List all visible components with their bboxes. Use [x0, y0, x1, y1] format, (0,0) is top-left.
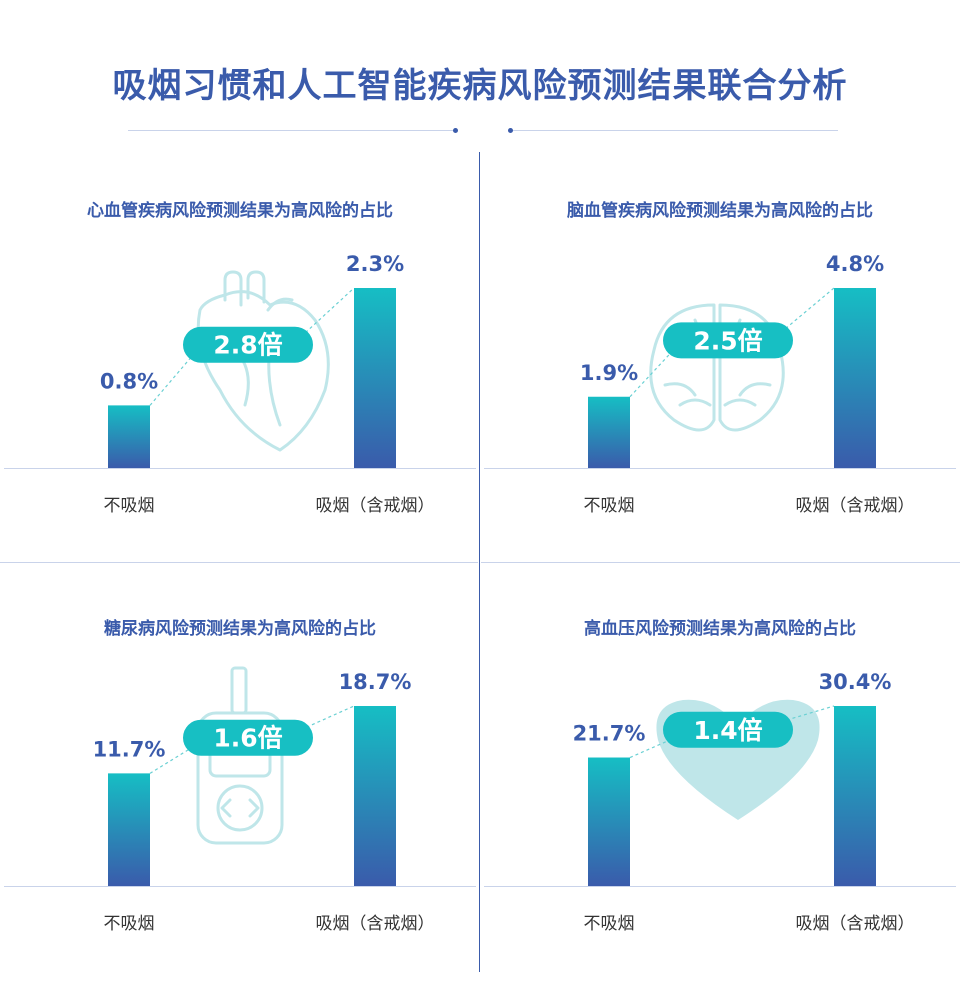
horizontal-divider-right — [481, 562, 960, 563]
category-label: 吸烟（含戒烟） — [316, 914, 435, 934]
bar — [588, 396, 630, 468]
bar — [108, 405, 150, 468]
value-label: 1.9% — [580, 361, 638, 385]
chart-panel-diabetes: 糖尿病风险预测结果为高风险的占比 11.7% 不吸烟 18.7% 吸烟（含戒烟） 1.6… — [0, 568, 480, 988]
category-label: 不吸烟 — [584, 914, 635, 934]
ratio-pill — [663, 711, 793, 748]
bar — [834, 706, 876, 886]
connector-line — [149, 745, 196, 774]
value-label: 21.7% — [573, 722, 646, 746]
title-rule-left — [128, 128, 458, 133]
chart-title: 脑血管疾病风险预测结果为高风险的占比 — [567, 201, 873, 221]
vertical-divider — [479, 152, 480, 972]
bar — [834, 288, 876, 468]
value-label: 0.8% — [100, 369, 158, 393]
title-rule-right — [508, 128, 838, 133]
value-label: 11.7% — [93, 737, 166, 761]
bar — [354, 288, 396, 468]
value-label: 4.8% — [826, 252, 884, 276]
category-label: 吸烟（含戒烟） — [796, 914, 915, 934]
ratio-pill — [183, 719, 313, 756]
value-label: 2.3% — [346, 252, 404, 276]
connector-line — [629, 347, 676, 398]
category-label: 吸烟（含戒烟） — [796, 496, 915, 516]
connector-line — [780, 287, 835, 333]
chart-panel-cerebrovascular: 脑血管疾病风险预测结果为高风险的占比 1.9% 不吸烟 4.8% 吸烟（含戒烟） 2.5… — [480, 150, 960, 570]
ratio-label: 2.5倍 — [693, 326, 762, 355]
chart-title: 心血管疾病风险预测结果为高风险的占比 — [87, 201, 393, 221]
chart-svg: 21.7% 不吸烟 30.4% 吸烟（含戒烟） 1.4倍 — [484, 670, 956, 934]
horizontal-divider-left — [0, 562, 478, 563]
chart-svg: 1.9% 不吸烟 4.8% 吸烟（含戒烟） 2.5倍 — [484, 252, 956, 516]
category-label: 不吸烟 — [104, 914, 155, 934]
page-title: 吸烟习惯和人工智能疾病风险预测结果联合分析 — [112, 66, 848, 106]
chart-title: 糖尿病风险预测结果为高风险的占比 — [104, 619, 376, 639]
ratio-pill — [663, 322, 793, 359]
ratio-label: 2.8倍 — [213, 331, 282, 360]
chart-panel-cardiovascular: 心血管疾病风险预测结果为高风险的占比 0.8% 不吸烟 2.3% 吸烟（含戒烟） 2.8… — [0, 150, 480, 570]
category-label: 不吸烟 — [584, 496, 635, 516]
connector-line — [629, 737, 676, 759]
value-label: 18.7% — [339, 670, 412, 694]
value-label: 30.4% — [819, 670, 892, 694]
chart-svg: 11.7% 不吸烟 18.7% 吸烟（含戒烟） 1.6倍 — [4, 666, 476, 934]
bar — [354, 706, 396, 886]
chart-panel-hypertension: 高血压风险预测结果为高风险的占比 21.7% 不吸烟 30.4% 吸烟（含戒烟） 1.4… — [480, 568, 960, 988]
bar — [108, 773, 150, 886]
ratio-label: 1.4倍 — [693, 716, 762, 745]
category-label: 吸烟（含戒烟） — [316, 496, 435, 516]
ratio-label: 1.6倍 — [213, 724, 282, 753]
connector-line — [300, 705, 355, 731]
bar — [588, 757, 630, 886]
category-label: 不吸烟 — [104, 496, 155, 516]
chart-title: 高血压风险预测结果为高风险的占比 — [584, 619, 856, 639]
ratio-pill — [183, 326, 313, 363]
chart-svg: 0.8% 不吸烟 2.3% 吸烟（含戒烟） 2.8倍 — [4, 252, 476, 516]
